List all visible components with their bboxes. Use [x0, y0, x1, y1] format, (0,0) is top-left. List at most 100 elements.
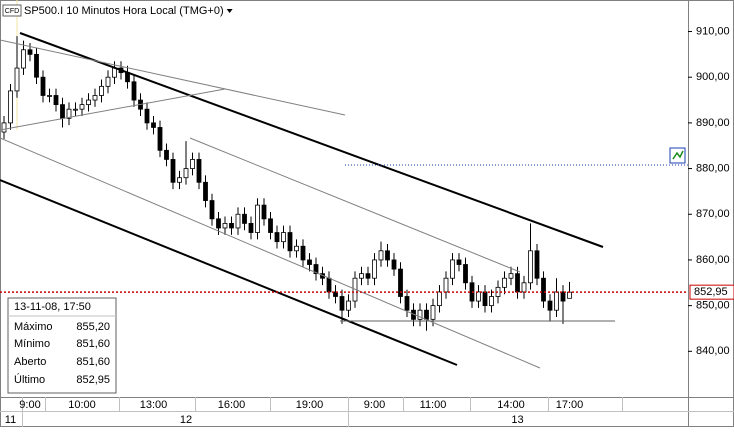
last-price-box — [689, 284, 734, 300]
candle-body — [229, 222, 234, 229]
candles — [1, 36, 572, 331]
y-tick-label: 870,00 — [696, 208, 730, 220]
candle-body — [489, 296, 494, 307]
candle-body — [313, 264, 319, 275]
candle-body — [164, 149, 169, 160]
candle-body — [248, 222, 254, 233]
candle-body — [326, 277, 332, 293]
candle-body — [450, 259, 455, 279]
candle-body — [27, 49, 33, 55]
candle-body — [79, 104, 85, 110]
candle-body — [547, 300, 553, 311]
candle-body — [437, 291, 442, 307]
y-tick-label: 890,00 — [696, 117, 730, 129]
candle-body — [378, 250, 384, 261]
candle-body — [398, 268, 403, 297]
candle-body — [1, 122, 7, 133]
trendlines — [0, 32, 688, 369]
candle-body — [40, 76, 46, 96]
x-tick-label: 16:00 — [218, 399, 246, 411]
y-tick-label: 860,00 — [696, 254, 730, 266]
candle-body — [86, 99, 91, 106]
candle-body — [242, 213, 247, 224]
info-value: 851,60 — [76, 338, 110, 350]
candle-body — [34, 53, 39, 78]
candle-body — [268, 218, 273, 233]
y-tick-label: 840,00 — [696, 345, 730, 357]
trendline — [0, 39, 346, 116]
candle-body — [274, 232, 280, 243]
candle-body — [463, 264, 468, 284]
candle-body — [222, 222, 228, 229]
candle-body — [567, 291, 572, 299]
candle-body — [131, 81, 137, 101]
date-label: 13 — [511, 414, 523, 426]
candle-body — [560, 291, 566, 302]
candle-body — [365, 273, 371, 279]
candle-body — [333, 291, 338, 297]
candle-body — [404, 296, 410, 311]
x-tick-label: 9:00 — [19, 399, 40, 411]
candle-body — [294, 245, 299, 252]
date-label: 12 — [180, 414, 192, 426]
badge-text: CFD — [5, 8, 19, 15]
info-box: 13-11-08, 17:50 Máximo 855,20 Mínimo 851… — [7, 297, 117, 394]
candle-body — [235, 213, 241, 229]
candle-body — [443, 277, 449, 293]
info-label: Máximo — [14, 321, 53, 333]
trendline — [19, 32, 604, 248]
candle-body — [287, 232, 293, 252]
y-tick-label: 900,00 — [696, 71, 730, 83]
candle-body — [307, 259, 312, 265]
last-price-label: 852,95 — [694, 286, 728, 298]
candle-body — [261, 204, 267, 220]
candle-body — [14, 67, 20, 92]
title-dropdown[interactable] — [226, 9, 233, 13]
candle-body — [528, 250, 533, 284]
candle-body — [144, 108, 150, 124]
candle-body — [73, 108, 78, 111]
y-tick-label: 850,00 — [696, 300, 730, 312]
x-tick-label: 17:00 — [556, 399, 584, 411]
candle-body — [359, 273, 364, 279]
y-tick-label: 880,00 — [696, 162, 730, 174]
info-label: Aberto — [14, 356, 46, 368]
candle-body — [92, 95, 98, 101]
x-tick-label: 19:00 — [296, 399, 324, 411]
info-value: 852,95 — [76, 374, 110, 386]
candle-body — [60, 104, 65, 119]
candle-body — [534, 250, 540, 279]
info-header: 13-11-08, 17:50 — [14, 301, 91, 313]
candle-body — [300, 245, 306, 261]
x-tick-label: 14:00 — [497, 399, 525, 411]
candle-body — [417, 309, 423, 320]
candle-body — [177, 177, 182, 183]
candle-body — [8, 90, 13, 124]
x-tick-label: 10:00 — [68, 399, 96, 411]
time-separators — [22, 397, 623, 427]
trendline — [0, 88, 226, 131]
candle-body — [391, 259, 397, 270]
y-tick-label: 910,00 — [696, 25, 730, 37]
x-tick-label: 13:00 — [140, 399, 168, 411]
trendline — [0, 179, 458, 366]
candle-body — [47, 95, 52, 97]
candle-body — [190, 159, 195, 169]
info-box-frame — [7, 297, 117, 394]
info-label: Último — [14, 373, 45, 386]
x-tick-label: 9:00 — [364, 399, 385, 411]
candle-body — [281, 232, 286, 243]
candle-body — [112, 67, 117, 78]
candle-body — [424, 309, 429, 320]
trendline — [189, 137, 521, 273]
candle-body — [339, 296, 345, 311]
candle-body — [170, 159, 176, 183]
info-label: Mínimo — [14, 338, 50, 350]
candle-body — [203, 181, 208, 201]
trendline — [0, 137, 541, 369]
alert-icon[interactable] — [669, 147, 686, 164]
x-tick-label: 11:00 — [420, 399, 447, 411]
candle-body — [554, 291, 559, 311]
info-value: 855,20 — [76, 321, 110, 333]
info-value: 851,60 — [76, 356, 110, 368]
